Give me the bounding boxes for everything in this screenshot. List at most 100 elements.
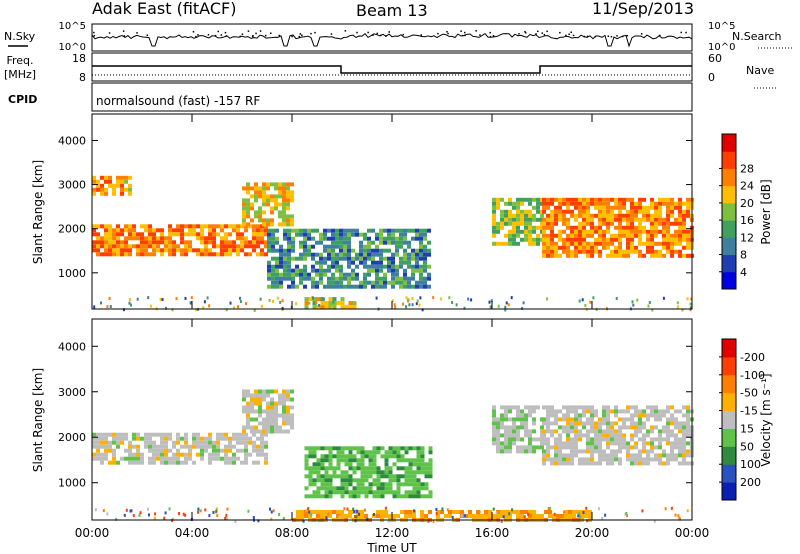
heatmap-cell <box>316 297 321 302</box>
heatmap-cell <box>650 221 654 226</box>
heatmap-cell <box>606 253 610 258</box>
heatmap-cell <box>328 494 333 499</box>
heatmap-cell <box>403 280 407 285</box>
heatmap-cell <box>500 405 504 410</box>
heatmap-cell <box>184 456 188 461</box>
heatmap-cell <box>256 460 260 465</box>
heatmap-cell <box>246 186 250 191</box>
heatmap-cell <box>427 252 431 257</box>
heatmap-cell <box>492 197 496 202</box>
heatmap-cell <box>332 510 336 514</box>
heatmap-cell <box>528 217 532 222</box>
heatmap-cell <box>598 225 602 230</box>
heatmap-cell <box>689 306 692 310</box>
heatmap-cell <box>152 444 156 449</box>
heatmap-cell <box>200 452 204 457</box>
heatmap-cell <box>618 437 622 442</box>
noise-search-dot <box>356 31 358 34</box>
heatmap-cell <box>670 417 674 422</box>
heatmap-cell <box>407 260 411 265</box>
heatmap-cell <box>412 446 417 451</box>
heatmap-cell <box>590 417 594 422</box>
heatmap-cell <box>304 494 309 499</box>
heatmap-cell <box>348 305 353 310</box>
heatmap-cell <box>271 264 275 269</box>
heatmap-cell <box>524 445 528 450</box>
heatmap-cell <box>532 445 536 450</box>
heatmap-cell <box>387 280 391 285</box>
heatmap-cell <box>204 436 208 441</box>
heatmap-cell <box>510 296 513 300</box>
heatmap-cell <box>132 456 136 461</box>
heatmap-cell <box>678 253 682 258</box>
heatmap-cell <box>264 228 268 233</box>
heatmap-cell <box>320 494 325 499</box>
heatmap-cell <box>371 256 375 261</box>
heatmap-cell <box>350 515 353 519</box>
heatmap-cell <box>148 232 152 237</box>
heatmap-cell <box>618 461 622 466</box>
heatmap-cell <box>136 460 140 465</box>
heatmap-cell <box>686 209 690 214</box>
heatmap-cell <box>262 198 266 203</box>
heatmap-cell <box>550 421 554 426</box>
noise-search-dot <box>136 32 138 34</box>
heatmap-cell <box>271 272 275 277</box>
heatmap-cell <box>278 186 282 191</box>
noise-search-dot <box>461 34 464 37</box>
heatmap-cell <box>558 461 562 466</box>
heatmap-cell <box>638 461 642 466</box>
heatmap-cell <box>642 421 646 426</box>
heatmap-cell <box>622 437 626 442</box>
heatmap-cell <box>662 233 666 238</box>
heatmap-cell <box>250 417 254 422</box>
heatmap-cell <box>666 245 670 250</box>
heatmap-cell <box>248 252 252 257</box>
heatmap-cell <box>104 244 108 249</box>
noise-search-dot <box>543 33 546 36</box>
heatmap-cell <box>560 514 564 518</box>
heatmap-cell <box>236 432 240 437</box>
heatmap-cell <box>572 510 576 514</box>
heatmap-cell <box>614 245 618 250</box>
heatmap-cell <box>618 245 622 250</box>
heatmap-cell <box>610 421 614 426</box>
noise-search-dot <box>680 31 682 34</box>
heatmap-cell <box>520 213 524 218</box>
heatmap-cell <box>312 305 317 310</box>
heatmap-cell <box>355 515 358 519</box>
heatmap-cell <box>590 453 594 458</box>
heatmap-cell <box>331 260 335 265</box>
heatmap-cell <box>256 244 260 249</box>
heatmap-cell <box>674 233 678 238</box>
heatmap-cell <box>164 452 168 457</box>
heatmap-cell <box>678 213 682 218</box>
heatmap-cell <box>546 197 550 202</box>
heatmap-cell <box>492 217 496 222</box>
heatmap-cell <box>392 450 397 455</box>
heatmap-cell <box>546 413 550 418</box>
heatmap-cell <box>618 209 622 214</box>
heatmap-cell <box>396 446 401 451</box>
heatmap-cell <box>662 221 666 226</box>
heatmap-cell <box>274 417 278 422</box>
heatmap-cell <box>520 449 524 454</box>
heatmap-cell <box>320 462 325 467</box>
heatmap-cell <box>312 510 316 514</box>
heatmap-cell <box>598 445 602 450</box>
heatmap-cell <box>574 445 578 450</box>
heatmap-cell <box>286 389 290 394</box>
heatmap-cell <box>610 205 614 210</box>
heatmap-cell <box>492 514 496 518</box>
heatmap-cell <box>286 194 290 199</box>
heatmap-cell <box>396 482 401 487</box>
heatmap-cell <box>424 486 429 491</box>
heatmap-cell <box>602 221 606 226</box>
heatmap-cell <box>299 244 303 249</box>
heatmap-cell <box>180 452 184 457</box>
heatmap-cell <box>388 486 393 491</box>
heatmap-cell <box>423 228 427 233</box>
heatmap-cell <box>554 221 558 226</box>
heatmap-cell <box>383 284 387 289</box>
